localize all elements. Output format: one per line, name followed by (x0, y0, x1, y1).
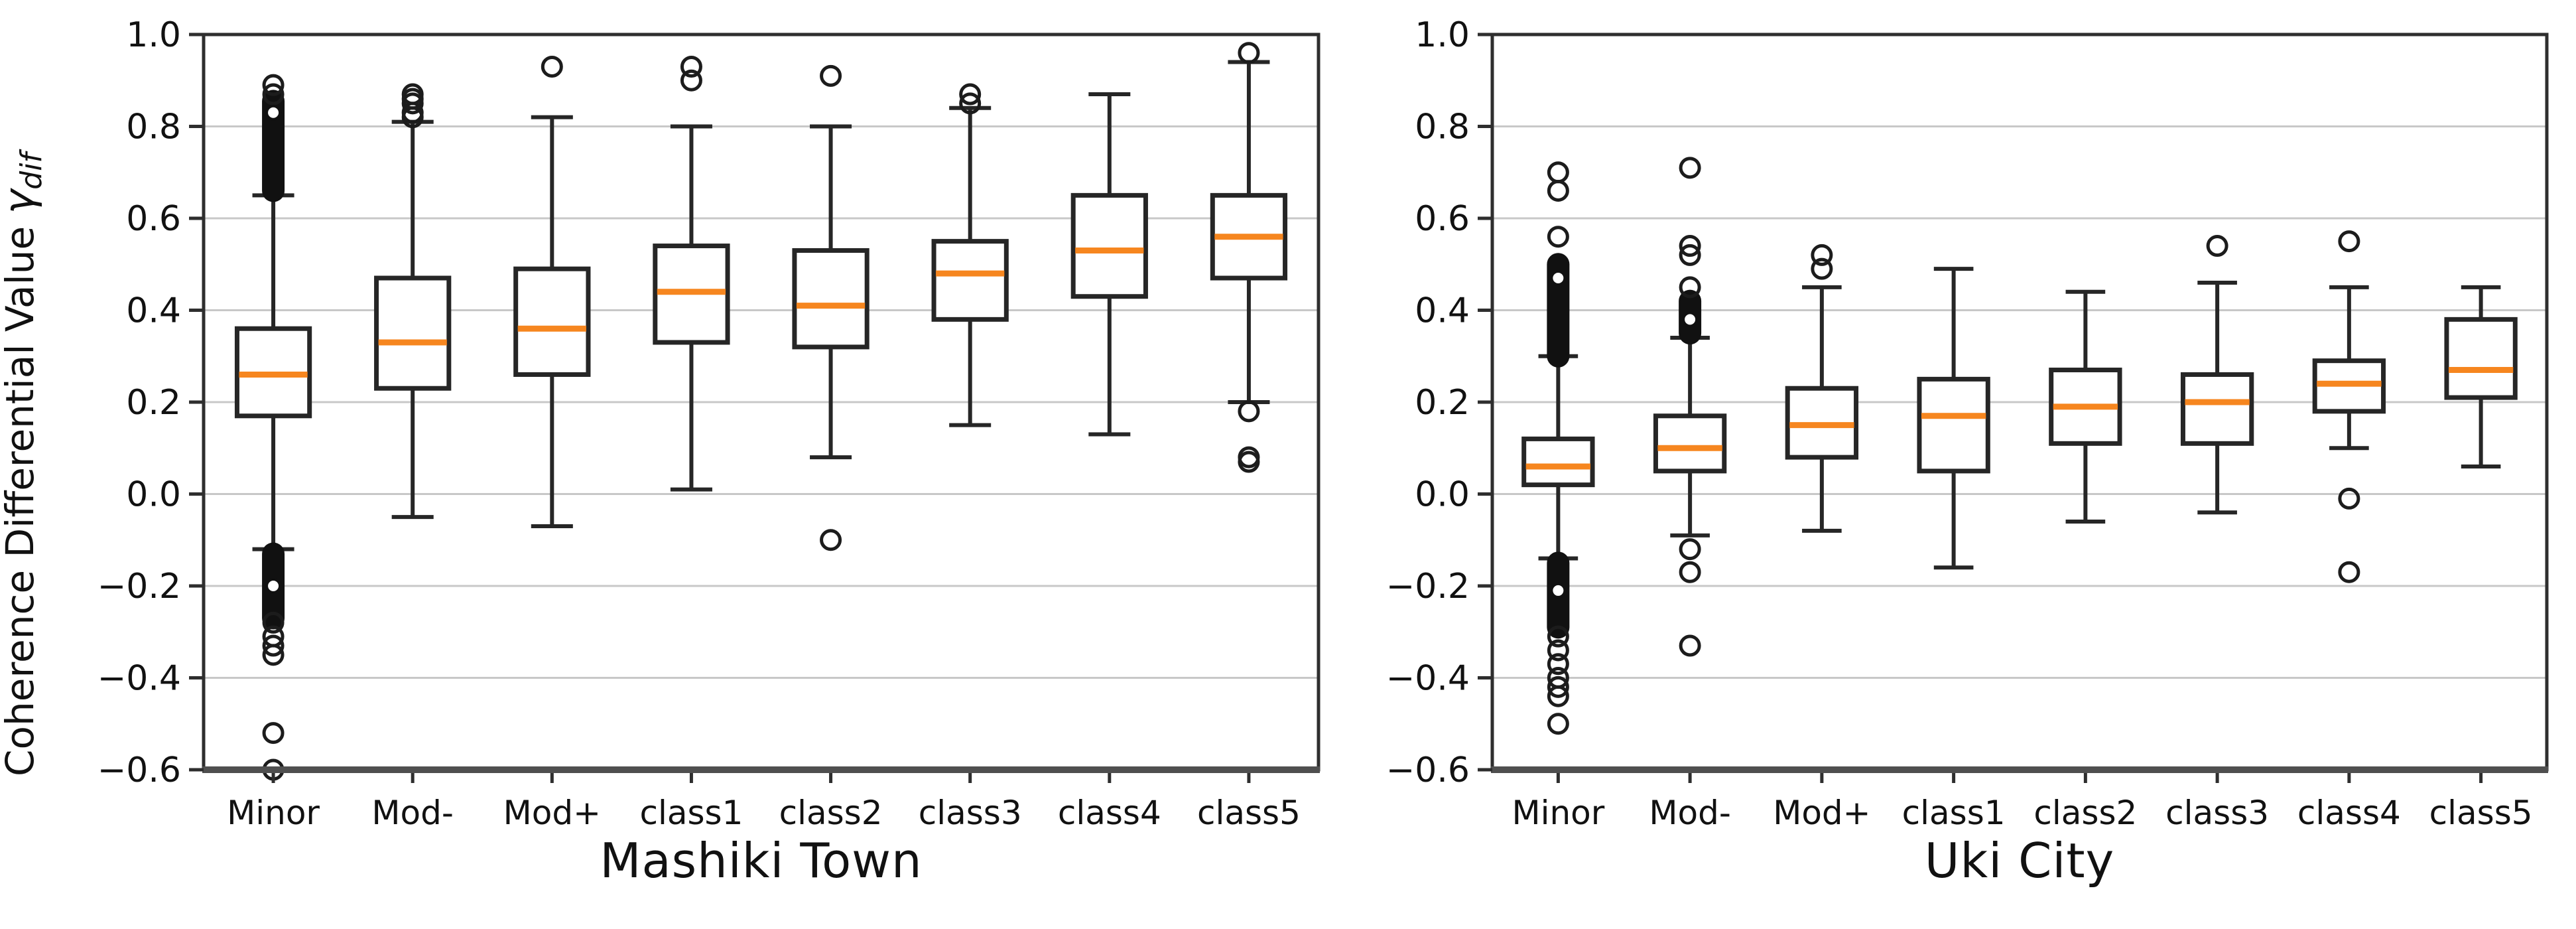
x-tick-label: class2 (779, 794, 883, 832)
y-axis-label-text: Coherence Differential Value (0, 214, 42, 776)
y-tick-label: 0.4 (1415, 291, 1470, 331)
x-tick-label: class4 (1058, 794, 1161, 832)
y-tick-label: 0.8 (126, 107, 181, 147)
outlier-circle (1547, 639, 1569, 662)
gamma-symbol: γ (0, 190, 43, 214)
box (1653, 413, 1727, 474)
outlier-circle (1679, 276, 1701, 299)
outlier-circle (1238, 42, 1260, 64)
outlier-circle (262, 634, 285, 657)
y-tick-label: −0.6 (1386, 750, 1470, 790)
x-tick-label: Minor (1512, 794, 1604, 832)
box (374, 275, 452, 391)
gamma-subscript: dif (15, 153, 48, 190)
outlier-circle-filled (1682, 311, 1699, 328)
box (2444, 317, 2518, 400)
box (513, 266, 591, 377)
y-tick-label: 1.0 (1415, 15, 1470, 55)
outlier-circle (1679, 244, 1701, 266)
outlier-circle-filled (265, 578, 282, 594)
outlier-circle (262, 644, 285, 666)
box (792, 248, 869, 350)
y-tick-label: 0.4 (126, 291, 181, 331)
outlier-circle (262, 74, 285, 96)
y-tick-label: 0.0 (126, 475, 181, 515)
outlier-circle-filled (1550, 582, 1567, 599)
outlier-circle (959, 83, 982, 106)
x-tick-label: Minor (227, 794, 320, 832)
outlier-circle (1679, 157, 1701, 179)
x-tick-label: class3 (2165, 794, 2269, 832)
outlier-circle (1547, 713, 1569, 735)
outlier-circle (820, 529, 842, 551)
outlier-circle (1547, 676, 1569, 698)
outlier-circle (401, 83, 424, 106)
outlier-circle (1811, 244, 1833, 266)
outlier-circle (1679, 538, 1701, 561)
outlier-circle (680, 55, 702, 78)
y-tick-label: 1.0 (126, 15, 181, 55)
outlier-circle (1547, 685, 1569, 707)
x-tick-label: class5 (2429, 794, 2533, 832)
outlier-circle (262, 83, 285, 106)
outlier-circle (2338, 561, 2360, 583)
outlier-circle (680, 69, 702, 92)
y-tick-label: 0.2 (1415, 383, 1470, 423)
x-tick-label: class5 (1197, 794, 1301, 832)
y-tick-label: −0.2 (97, 567, 181, 607)
outlier-circle (959, 92, 982, 115)
y-tick-label: −0.4 (1386, 659, 1470, 699)
y-tick-label: −0.6 (97, 750, 181, 790)
outlier-circle (1547, 653, 1569, 676)
outlier-circle (1679, 235, 1701, 257)
right-panel-title: Uki City (1924, 833, 2115, 889)
outlier-circle (1547, 161, 1569, 184)
left-panel-title: Mashiki Town (600, 833, 923, 889)
x-tick-label: Mod- (371, 794, 454, 832)
y-tick-label: −0.2 (1386, 567, 1470, 607)
x-tick-label: class1 (639, 794, 743, 832)
y-tick-label: 0.6 (126, 199, 181, 239)
y-tick-label: 0.8 (1415, 107, 1470, 147)
x-tick-label: class1 (1902, 794, 2006, 832)
box (2180, 372, 2254, 446)
box (1070, 192, 1148, 299)
box (1521, 436, 1595, 488)
outlier-circle (1547, 226, 1569, 248)
x-tick-label: Mod+ (1773, 794, 1870, 832)
mashiki-panel: Minor Mod- Mod+ class1 class2 class3 class4 cla… (97, 15, 1320, 832)
outlier-circle (262, 611, 285, 634)
x-tick-label: class4 (2297, 794, 2401, 832)
outlier-circle (820, 64, 842, 87)
y-tick-label: 0.2 (126, 383, 181, 423)
outlier-circle (1679, 634, 1701, 657)
outlier-circle (1811, 257, 1833, 280)
outlier-circle (1238, 400, 1260, 423)
outlier-circle (262, 722, 285, 745)
outlier-circle (1238, 451, 1260, 473)
y-tick-label: 0.0 (1415, 475, 1470, 515)
y-tick-label: −0.4 (97, 659, 181, 699)
x-tick-label: Mod+ (503, 794, 601, 832)
y-tick-label: 0.6 (1415, 199, 1470, 239)
uki-panel: Minor Mod- Mod+ class1 class2 class3 class4 cla… (1386, 15, 2549, 832)
outlier-circle (2338, 487, 2360, 510)
box (931, 239, 1009, 322)
outlier-circle (1679, 561, 1701, 583)
outlier-circle (2206, 235, 2228, 257)
x-tick-label: class2 (2033, 794, 2137, 832)
outlier-circle (541, 55, 563, 78)
x-tick-label: class3 (919, 794, 1022, 832)
outlier-circle-filled (1550, 270, 1567, 287)
outlier-circle (2338, 230, 2360, 253)
outlier-circle (1547, 179, 1569, 202)
outlier-circle-filled (265, 104, 282, 121)
x-tick-label: Mod- (1649, 794, 1731, 832)
outlier-circle (1547, 625, 1569, 648)
box (1917, 376, 1990, 474)
y-axis-label: Coherence Differential Value γdif (0, 0, 48, 929)
